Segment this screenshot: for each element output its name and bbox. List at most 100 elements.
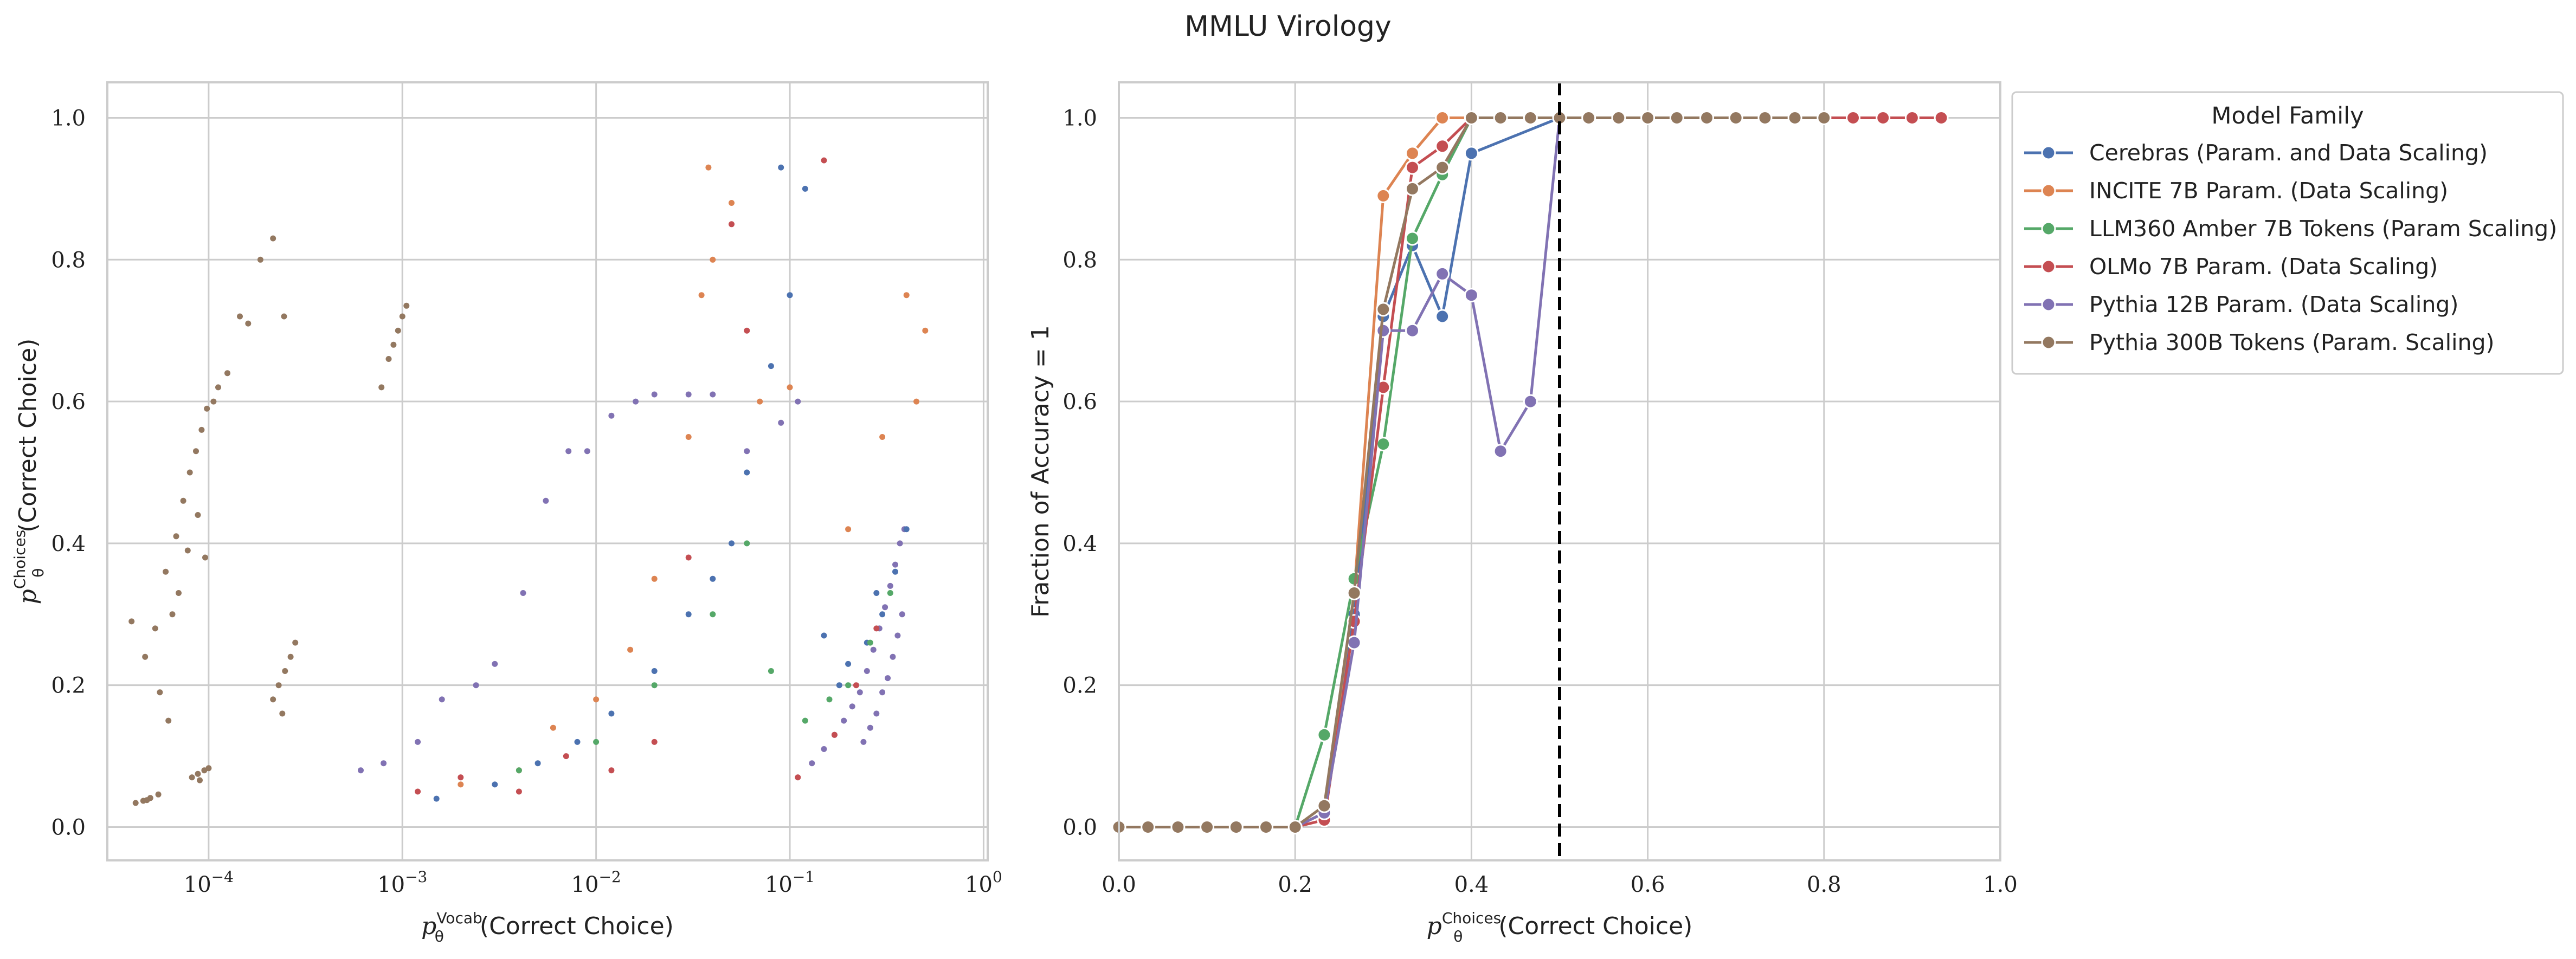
scatter-point [381, 760, 387, 767]
series-marker [1904, 111, 1920, 125]
scatter-point [710, 391, 716, 398]
scatter-point [903, 292, 910, 299]
scatter-point [205, 765, 212, 772]
right-y-tick-label: 1.0 [1062, 106, 1097, 131]
scatter-point [821, 746, 827, 752]
right-line-axes: 0.0 0.2 0.4 0.6 0.8 1.0 0.0 0.2 0.4 0.6 0.8 1.0 pCho… [1027, 81, 2018, 945]
scatter-point [593, 696, 600, 703]
series-marker [1405, 323, 1420, 338]
scatter-point [729, 540, 735, 547]
scatter-point [189, 774, 195, 781]
scatter-point [768, 668, 774, 674]
scatter-point [651, 668, 658, 674]
scatter-point [157, 689, 163, 696]
scatter-point [778, 419, 784, 426]
series-marker [1376, 437, 1391, 452]
scatter-point [651, 391, 658, 398]
scatter-point [710, 256, 716, 263]
scatter-point [887, 582, 893, 589]
left-scatter-axes: 10−4 10−3 10−2 10−1 100 0.0 0.2 0.4 0.6 0.8 1.0 pVo… [11, 81, 1002, 945]
right-y-tick-label: 0.6 [1062, 390, 1097, 414]
scatter-point [685, 391, 692, 398]
scatter-point [860, 738, 867, 745]
scatter-point [180, 497, 186, 504]
series-marker [1817, 111, 1832, 125]
scatter-point [155, 791, 162, 798]
scatter-point [390, 341, 397, 348]
right-y-axis-label: Fraction of Accuracy = 1 [1027, 325, 1054, 618]
scatter-point [705, 164, 712, 171]
scatter-point [593, 738, 600, 745]
scatter-point [685, 611, 692, 618]
left-y-tick-label: 0.4 [51, 532, 86, 556]
series-marker [1669, 111, 1684, 125]
legend-entry-label: LLM360 Amber 7B Tokens (Param Scaling) [2089, 216, 2557, 242]
scatter-point [802, 717, 808, 724]
legend-title: Model Family [2211, 102, 2364, 129]
scatter-point [433, 795, 440, 802]
figure-title: MMLU Virology [1184, 10, 1392, 43]
scatter-point [458, 781, 464, 788]
legend-frame [2011, 91, 2564, 375]
legend-marker-swatch [2041, 221, 2056, 236]
left-x-tick-label: 10−2 [571, 868, 621, 897]
right-y-tick-label: 0.8 [1062, 248, 1097, 273]
left-plot-area [107, 82, 988, 860]
scatter-point [685, 554, 692, 561]
series-marker [1435, 139, 1450, 154]
scatter-point [892, 568, 898, 575]
series-marker [1200, 820, 1215, 834]
scatter-point [224, 370, 230, 377]
legend-entry-label: Pythia 12B Param. (Data Scaling) [2089, 291, 2458, 317]
scatter-point [395, 327, 401, 334]
series-marker [1347, 635, 1362, 650]
legend-marker-swatch [2041, 145, 2056, 160]
scatter-point [882, 604, 888, 611]
scatter-point [173, 533, 179, 540]
scatter-point [821, 157, 827, 164]
scatter-point [403, 302, 410, 309]
scatter-point [202, 554, 208, 561]
series-marker [1934, 111, 1949, 125]
scatter-point [873, 590, 880, 596]
series-marker [1464, 111, 1479, 125]
scatter-point [237, 313, 243, 320]
scatter-point [879, 611, 886, 618]
series-marker [1259, 820, 1273, 834]
right-axes-frame [1118, 81, 2001, 861]
scatter-point [897, 540, 903, 547]
left-y-tick-label: 0.6 [51, 390, 86, 414]
series-marker [1464, 288, 1479, 303]
scatter-point [831, 731, 838, 738]
series-marker [1317, 727, 1332, 742]
scatter-point [903, 526, 910, 533]
series-marker [1787, 111, 1802, 125]
legend-marker-swatch [2041, 297, 2056, 312]
scatter-point [864, 668, 870, 674]
legend-marker-swatch [2041, 183, 2056, 198]
scatter-point [795, 774, 801, 781]
scatter-point [550, 724, 556, 731]
scatter-point [729, 200, 735, 206]
series-marker [1523, 111, 1538, 125]
series-marker [1170, 820, 1186, 834]
scatter-point [873, 625, 880, 632]
scatter-point [210, 398, 217, 405]
legend-entry-label: INCITE 7B Param. (Data Scaling) [2089, 178, 2448, 204]
left-x-tick-label: 10−3 [377, 868, 427, 897]
scatter-point [473, 682, 479, 689]
scatter-point [565, 448, 572, 455]
series-marker [1347, 586, 1362, 600]
series-marker [1405, 160, 1420, 175]
series-marker [1581, 111, 1596, 125]
scatter-point [845, 660, 852, 667]
scatter-point [584, 448, 590, 455]
scatter-point [176, 590, 182, 596]
scatter-point [778, 164, 784, 171]
scatter-point [163, 568, 169, 575]
scatter-point [358, 767, 364, 774]
scatter-point [651, 575, 658, 582]
scatter-point [543, 497, 549, 504]
legend-entry-label: Pythia 300B Tokens (Param. Scaling) [2089, 329, 2495, 355]
scatter-point [275, 682, 282, 689]
